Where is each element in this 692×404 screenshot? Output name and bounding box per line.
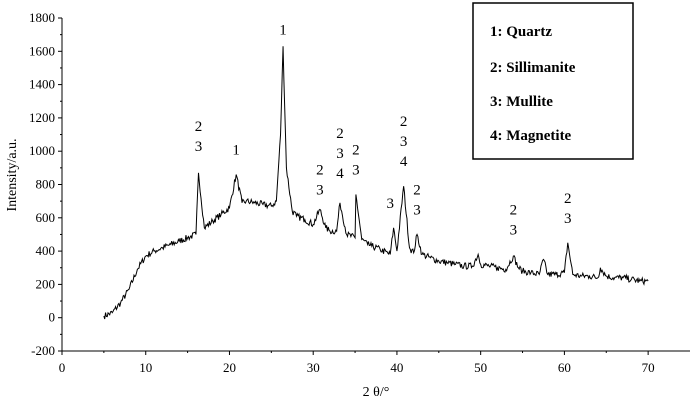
y-tick-label: 800 (36, 177, 56, 192)
y-tick-label: 1200 (29, 110, 55, 125)
peak-label: 3 (386, 196, 394, 212)
peak-label: 3 (400, 134, 408, 150)
plot-area: -200 0 200 400 600 800 1000 1200 1400 1600 1800 0 1… (29, 10, 690, 375)
peak-label: 2 (510, 202, 518, 218)
y-tick-label: 200 (36, 276, 56, 291)
x-tick-label: 30 (307, 360, 320, 375)
peak-label: 4 (336, 166, 344, 182)
y-axis-title: Intensity/a.u. (5, 138, 20, 211)
y-axis-ticks: -200 0 200 400 600 800 1000 1200 1400 1600 1800 (29, 10, 62, 358)
x-tick-label: 40 (390, 360, 403, 375)
y-tick-label: 600 (36, 210, 56, 225)
peak-label: 3 (336, 146, 344, 162)
peak-label: 2 (400, 114, 408, 130)
y-tick-label: 400 (36, 243, 56, 258)
x-tick-label: 0 (59, 360, 66, 375)
peak-label: 1 (232, 143, 240, 159)
peak-label: 3 (413, 202, 421, 218)
y-tick-label: 0 (49, 310, 56, 325)
x-axis-ticks: 0 10 20 30 40 50 60 70 (59, 351, 655, 375)
y-tick-label: 1600 (29, 43, 55, 58)
peak-label: 2 (352, 143, 360, 159)
legend-item-magnetite: 4: Magnetite (490, 128, 572, 144)
legend-item-mullite: 3: Mullite (490, 94, 553, 110)
peak-label: 2 (195, 119, 203, 135)
y-tick-label: 1000 (29, 143, 55, 158)
y-tick-label: 1800 (29, 10, 55, 25)
peak-label: 3 (564, 211, 572, 227)
peak-label: 2 (336, 126, 344, 142)
peak-label: 3 (316, 182, 324, 198)
x-axis-title: 2 θ/° (363, 385, 390, 400)
peak-label: 3 (195, 139, 203, 155)
legend-item-sillimanite: 2: Sillimanite (490, 60, 576, 76)
series-line (103, 46, 649, 320)
legend: 1: Quartz 2: Sillimanite 3: Mullite 4: M… (472, 2, 634, 160)
y-tick-label: 1400 (29, 77, 55, 92)
peak-label: 3 (352, 163, 360, 179)
x-tick-label: 10 (139, 360, 152, 375)
peak-label: 2 (316, 163, 324, 179)
peak-label: 2 (413, 182, 421, 198)
peak-label: 3 (510, 222, 518, 238)
x-tick-label: 70 (642, 360, 655, 375)
legend-item-quartz: 1: Quartz (490, 24, 552, 40)
peak-label: 2 (564, 191, 572, 207)
legend-box (472, 2, 634, 160)
peak-label: 4 (400, 154, 408, 170)
x-tick-label: 60 (558, 360, 571, 375)
peak-label: 1 (279, 23, 287, 39)
y-tick-label: -200 (31, 343, 55, 358)
x-tick-label: 20 (223, 360, 236, 375)
x-tick-label: 50 (474, 360, 487, 375)
